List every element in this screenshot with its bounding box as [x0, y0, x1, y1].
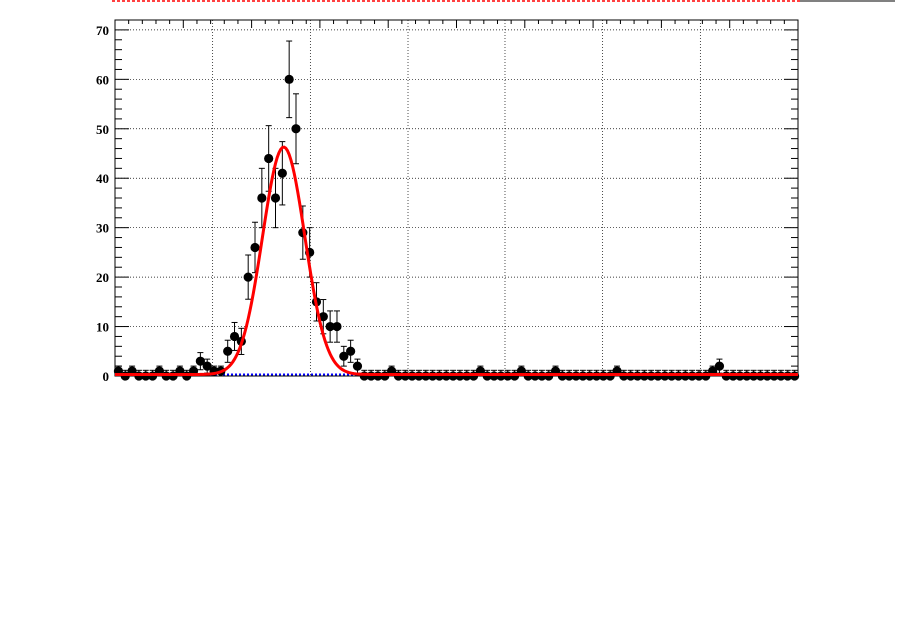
data-marker [346, 346, 356, 356]
data-marker [339, 351, 349, 361]
data-point-33 [339, 345, 349, 367]
y-tick-label: 70 [96, 23, 109, 38]
fit-curve-path [115, 145, 798, 377]
data-point-25 [284, 40, 294, 119]
y-tick-label: 0 [103, 369, 110, 384]
data-marker [243, 272, 253, 282]
data-point-30 [318, 299, 328, 335]
grid-lines [115, 20, 798, 376]
data-marker [332, 321, 342, 332]
data-point-19 [243, 254, 253, 300]
data-point-17 [229, 321, 240, 351]
data-marker [195, 356, 205, 366]
y-tick-labels: 0 10 20 30 40 50 60 70 [96, 23, 109, 384]
data-marker [291, 124, 301, 134]
data-marker [202, 361, 212, 371]
y-tick-label: 50 [96, 122, 109, 137]
data-point-24 [277, 141, 287, 206]
data-point-34 [346, 339, 356, 363]
data-point-21 [257, 167, 267, 229]
data-point-13 [202, 358, 212, 374]
data-marker [325, 321, 335, 332]
data-point-12 [195, 352, 205, 371]
data-marker [352, 361, 363, 371]
data-marker [223, 346, 233, 356]
y-tick-label: 10 [96, 320, 109, 335]
fit-curve [115, 145, 798, 377]
data-point-88 [714, 358, 725, 374]
data-point-32 [332, 310, 342, 343]
y-tick-label: 30 [96, 221, 109, 236]
data-marker [257, 193, 267, 203]
y-tick-label: 40 [96, 171, 109, 186]
data-marker [250, 242, 260, 253]
data-marker [284, 74, 294, 84]
y-tick-label: 60 [96, 72, 109, 87]
data-marker [318, 312, 328, 322]
data-point-20 [250, 221, 260, 274]
data-marker [270, 193, 281, 203]
data-marker [714, 361, 725, 371]
y-tick-label: 20 [96, 270, 109, 285]
data-point-16 [223, 339, 233, 363]
data-marker [277, 168, 287, 178]
data-point-26 [291, 93, 301, 165]
data-point-31 [325, 310, 335, 343]
data-marker [229, 331, 240, 342]
data-marker [264, 153, 274, 164]
